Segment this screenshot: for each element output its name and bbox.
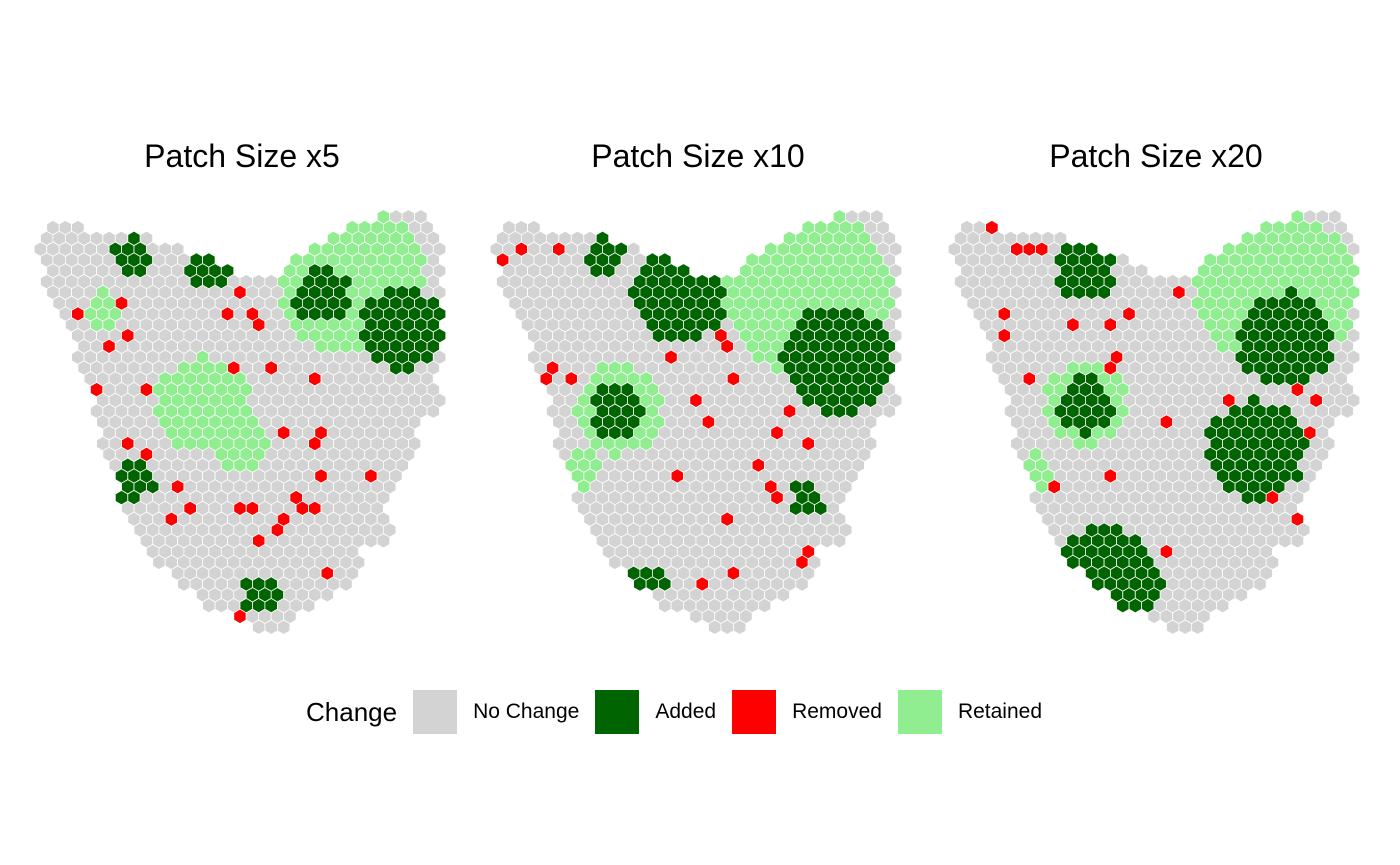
panel-title: Patch Size x10 bbox=[591, 138, 805, 174]
hex-cell bbox=[426, 403, 440, 419]
legend-item-retained: Retained bbox=[897, 690, 1043, 734]
hex-cell bbox=[1166, 619, 1180, 635]
hex-cell bbox=[757, 597, 772, 614]
hex-cell bbox=[1253, 576, 1267, 592]
legend: Change No Change Added Removed Retained bbox=[306, 688, 1058, 736]
hex-cell bbox=[1290, 533, 1305, 549]
hex-cell bbox=[1190, 619, 1205, 635]
hex-cell bbox=[1234, 587, 1248, 603]
legend-swatch bbox=[413, 690, 458, 734]
hex-cell bbox=[1215, 597, 1230, 614]
hex-cell bbox=[1178, 619, 1192, 635]
legend-label: Retained bbox=[957, 700, 1043, 723]
hex-cell bbox=[1128, 597, 1142, 614]
legend-item-added: Added bbox=[595, 690, 716, 734]
hex-cell bbox=[214, 597, 228, 614]
hex-cell bbox=[1066, 554, 1080, 571]
hex-cell bbox=[776, 587, 790, 603]
hex-cell bbox=[1278, 533, 1292, 549]
hex-cell bbox=[320, 587, 334, 603]
map-panel-x20: Patch Size x20 bbox=[936, 130, 1376, 650]
legend-swatch bbox=[595, 690, 640, 734]
legend-item-removed: Removed bbox=[732, 690, 882, 734]
panel-title: Patch Size x5 bbox=[144, 138, 340, 174]
hex-cell bbox=[301, 597, 316, 614]
hex-cell bbox=[233, 608, 247, 625]
hex-cell bbox=[339, 576, 353, 592]
hex-cell bbox=[177, 576, 191, 592]
hex-cell bbox=[152, 554, 166, 571]
hex-cell bbox=[1147, 608, 1161, 625]
hex-cell bbox=[720, 619, 734, 635]
hex-cell bbox=[264, 619, 278, 635]
hex-cell bbox=[633, 576, 647, 592]
hex-map bbox=[33, 209, 447, 635]
hex-cell bbox=[608, 554, 622, 571]
legend-swatch bbox=[732, 690, 777, 734]
panel-title: Patch Size x20 bbox=[1049, 138, 1263, 174]
hex-cell bbox=[670, 597, 684, 614]
hex-cell bbox=[658, 597, 672, 614]
hex-cell bbox=[795, 576, 809, 592]
legend-item-no-change: No Change bbox=[413, 690, 579, 734]
legend-label: Removed bbox=[792, 700, 882, 723]
legend-label: Added bbox=[655, 700, 717, 723]
hex-cell bbox=[689, 608, 703, 625]
hex-cell bbox=[832, 533, 847, 549]
hex-cell bbox=[820, 533, 834, 549]
hex-cell bbox=[364, 533, 378, 549]
hex-map bbox=[947, 209, 1361, 635]
hex-map bbox=[489, 209, 903, 635]
map-panel-x5: Patch Size x5 bbox=[22, 130, 462, 650]
hex-cell bbox=[1116, 597, 1130, 614]
hex-cell bbox=[276, 619, 291, 635]
hex-cell bbox=[708, 619, 722, 635]
hex-cell bbox=[882, 403, 896, 419]
hex-cell bbox=[252, 619, 266, 635]
hex-cell bbox=[376, 533, 391, 549]
hex-cell bbox=[732, 619, 747, 635]
hex-cell bbox=[1091, 576, 1105, 592]
map-panel-x10: Patch Size x10 bbox=[478, 130, 918, 650]
legend-title: Change bbox=[306, 696, 398, 727]
legend-label: No Change bbox=[473, 700, 580, 723]
hex-cell bbox=[1340, 403, 1354, 419]
hex-cell bbox=[202, 597, 216, 614]
legend-swatch bbox=[897, 690, 942, 734]
